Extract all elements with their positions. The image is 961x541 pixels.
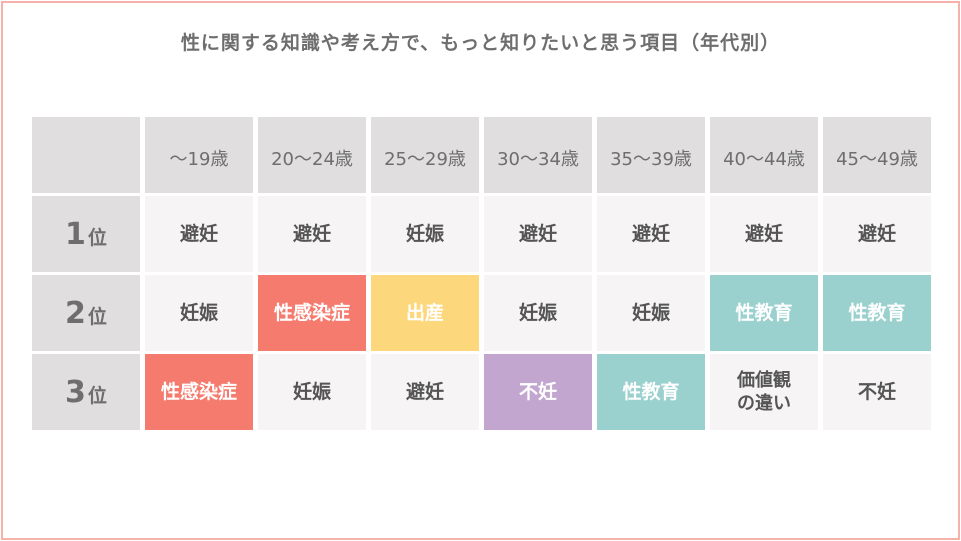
rank-number: 1 bbox=[65, 216, 86, 252]
table-corner bbox=[32, 117, 140, 193]
table-cell: 不妊 bbox=[484, 354, 592, 430]
rank-number: 3 bbox=[65, 374, 86, 410]
table-cell: 性感染症 bbox=[145, 354, 253, 430]
ranking-table: ～19歳 20～24歳 25～29歳 30～34歳 35～39歳 40～44歳 … bbox=[32, 117, 931, 430]
table-cell: 妊娠 bbox=[597, 275, 705, 351]
table-cell: 不妊 bbox=[823, 354, 931, 430]
table-cell: 妊娠 bbox=[371, 196, 479, 272]
rank-suffix: 位 bbox=[87, 305, 107, 328]
table-cell: 妊娠 bbox=[484, 275, 592, 351]
col-header-age-20-24: 20～24歳 bbox=[258, 117, 366, 193]
rank-number: 2 bbox=[65, 295, 86, 331]
table-cell: 避妊 bbox=[484, 196, 592, 272]
rank-suffix: 位 bbox=[87, 226, 107, 249]
table-cell: 避妊 bbox=[597, 196, 705, 272]
table-cell: 性感染症 bbox=[258, 275, 366, 351]
slide-title: 性に関する知識や考え方で、もっと知りたいと思う項目（年代別） bbox=[180, 32, 781, 54]
table-cell: 避妊 bbox=[145, 196, 253, 272]
table-cell: 妊娠 bbox=[145, 275, 253, 351]
col-header-age-30-34: 30～34歳 bbox=[484, 117, 592, 193]
table-cell: 性教育 bbox=[710, 275, 818, 351]
col-header-age-45-49: 45～49歳 bbox=[823, 117, 931, 193]
rank-suffix: 位 bbox=[87, 384, 107, 407]
table-cell: 性教育 bbox=[597, 354, 705, 430]
table-cell: 価値観 の違い bbox=[710, 354, 818, 430]
table-cell: 避妊 bbox=[371, 354, 479, 430]
table-cell: 性教育 bbox=[823, 275, 931, 351]
table-cell: 避妊 bbox=[823, 196, 931, 272]
col-header-age-under19: ～19歳 bbox=[145, 117, 253, 193]
col-header-age-25-29: 25～29歳 bbox=[371, 117, 479, 193]
table-cell: 避妊 bbox=[258, 196, 366, 272]
col-header-age-35-39: 35～39歳 bbox=[597, 117, 705, 193]
table-cell: 避妊 bbox=[710, 196, 818, 272]
table-cell: 出産 bbox=[371, 275, 479, 351]
col-header-age-40-44: 40～44歳 bbox=[710, 117, 818, 193]
table-cell: 妊娠 bbox=[258, 354, 366, 430]
